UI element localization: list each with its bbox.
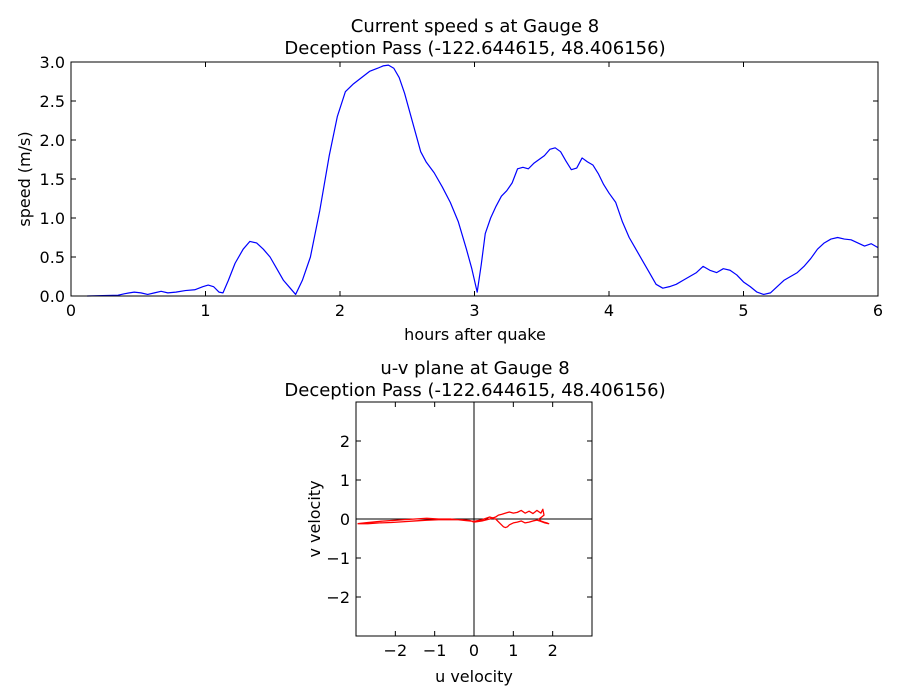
uv-y-tick-label: 0 (340, 510, 350, 529)
speed-plot-area (70, 61, 879, 297)
speed-x-axis-label: hours after quake (404, 325, 546, 344)
uv-y-axis-label: v velocity (305, 480, 324, 557)
speed-y-ticks: 0.0 0.5 1.0 1.5 2.0 2.5 3.0 (40, 53, 878, 306)
uv-trajectory-line (357, 508, 550, 529)
uv-x-tick-label: 0 (469, 641, 479, 660)
uv-x-tick-label: 2 (548, 641, 558, 660)
speed-chart-title: Current speed s at Gauge 8 (351, 16, 599, 37)
speed-x-tick-label: 2 (335, 301, 345, 320)
speed-x-tick-label: 5 (738, 301, 748, 320)
speed-x-tick-label: 4 (604, 301, 614, 320)
uv-x-ticks: −2 −1 0 1 2 (384, 402, 558, 660)
speed-y-tick-label: 0.0 (40, 287, 65, 306)
speed-chart-subtitle: Deception Pass (-122.644615, 48.406156) (284, 38, 665, 59)
uv-y-tick-label: 1 (340, 471, 350, 490)
uv-x-tick-label: −1 (423, 641, 447, 660)
speed-y-axis-label: speed (m/s) (15, 131, 34, 226)
speed-y-tick-label: 2.0 (40, 131, 65, 150)
uv-chart: u-v plane at Gauge 8 Deception Pass (-12… (284, 358, 665, 686)
speed-x-tick-label: 6 (873, 301, 883, 320)
speed-x-tick-label: 0 (66, 301, 76, 320)
uv-chart-title: u-v plane at Gauge 8 (380, 358, 569, 379)
speed-y-tick-label: 1.5 (40, 170, 65, 189)
uv-y-ticks: −2 −1 0 1 2 (326, 432, 592, 607)
speed-x-ticks: 0 1 2 3 4 5 6 (66, 62, 883, 320)
speed-axes-frame (70, 61, 879, 297)
speed-y-tick-label: 0.5 (40, 248, 65, 267)
uv-y-tick-label: −1 (326, 549, 350, 568)
uv-plot-area (355, 401, 593, 637)
speed-x-tick-label: 1 (200, 301, 210, 320)
uv-y-tick-label: 2 (340, 432, 350, 451)
speed-y-tick-label: 2.5 (40, 92, 65, 111)
uv-x-tick-label: −2 (384, 641, 408, 660)
speed-x-tick-label: 3 (469, 301, 479, 320)
speed-series-line (87, 64, 879, 297)
uv-x-axis-label: u velocity (435, 667, 513, 686)
speed-y-tick-label: 1.0 (40, 209, 65, 228)
speed-chart: Current speed s at Gauge 8 Deception Pas… (15, 16, 883, 344)
uv-x-tick-label: 1 (508, 641, 518, 660)
speed-y-tick-label: 3.0 (40, 53, 65, 72)
uv-y-tick-label: −2 (326, 588, 350, 607)
uv-chart-subtitle: Deception Pass (-122.644615, 48.406156) (284, 380, 665, 401)
